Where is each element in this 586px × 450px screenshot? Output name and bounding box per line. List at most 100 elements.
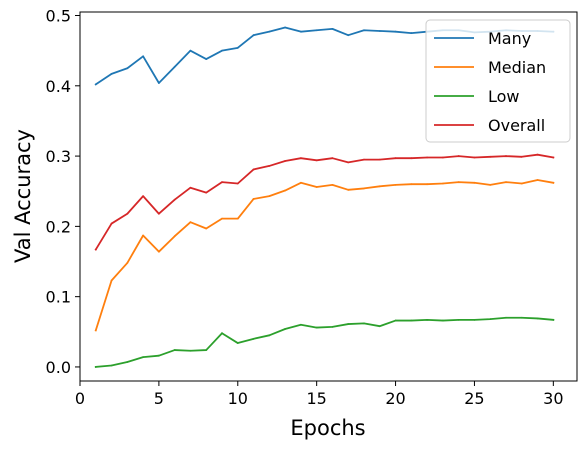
data-point-median <box>299 181 302 184</box>
data-point-overall <box>552 156 555 159</box>
legend-label-low: Low <box>488 87 520 106</box>
data-point-low <box>536 317 539 320</box>
x-tick-label: 15 <box>306 389 326 408</box>
y-axis-ticks: 0.0 0.1 0.2 0.3 0.4 0.5 <box>46 7 80 377</box>
data-point-many <box>126 67 129 70</box>
data-point-overall <box>252 168 255 171</box>
data-point-many <box>378 30 381 32</box>
series-line-overall <box>94 153 555 251</box>
legend-label-many: Many <box>488 29 531 48</box>
data-point-median <box>489 184 492 186</box>
data-point-overall <box>173 198 176 201</box>
data-point-low <box>347 323 350 325</box>
data-point-low <box>126 361 129 363</box>
data-point-overall <box>505 155 507 157</box>
y-tick-label: 0.1 <box>46 288 71 307</box>
data-point-median <box>189 221 192 224</box>
data-point-low <box>299 323 302 326</box>
data-point-median <box>347 188 350 191</box>
data-point-overall <box>94 248 97 251</box>
data-point-median <box>441 182 444 185</box>
legend-label-overall: Overall <box>488 116 545 135</box>
data-point-overall <box>347 161 350 164</box>
data-point-low <box>410 319 413 322</box>
data-point-overall <box>126 212 129 215</box>
data-point-many <box>284 26 287 29</box>
data-point-low <box>552 318 555 321</box>
plot-frame <box>79 11 578 382</box>
x-axis-label: Epochs <box>290 416 365 440</box>
data-point-overall <box>157 212 160 215</box>
x-tick-label: 20 <box>385 389 405 408</box>
data-point-overall <box>426 156 429 159</box>
data-point-overall <box>221 181 223 183</box>
series-line-median <box>94 179 555 332</box>
data-point-median <box>157 250 160 253</box>
data-point-low <box>236 342 239 344</box>
data-point-low <box>441 319 444 322</box>
data-point-many <box>94 83 97 86</box>
data-point-low <box>157 354 160 357</box>
legend-box <box>425 19 571 143</box>
data-point-median <box>268 195 271 198</box>
data-point-low <box>205 349 208 351</box>
legend-items: Many Median Low Overall <box>434 29 546 135</box>
data-point-median <box>94 329 97 332</box>
data-point-median <box>205 227 208 230</box>
data-point-many <box>315 29 318 32</box>
data-point-many <box>299 30 302 33</box>
x-tick-label: 25 <box>464 389 484 408</box>
data-point-median <box>252 198 255 200</box>
data-point-overall <box>378 158 381 161</box>
data-point-overall <box>110 222 113 225</box>
data-point-low <box>221 332 223 335</box>
data-point-median <box>394 184 397 186</box>
series-line-low <box>94 316 555 368</box>
data-point-low <box>473 318 476 321</box>
data-point-overall <box>473 156 476 159</box>
data-point-median <box>410 183 413 186</box>
data-point-median <box>221 217 223 220</box>
legend-label-median: Median <box>488 58 546 77</box>
data-point-median <box>331 184 334 186</box>
x-tick-label: 30 <box>543 389 563 408</box>
data-point-median <box>315 186 318 188</box>
data-point-low <box>363 322 365 325</box>
data-point-many <box>363 29 365 32</box>
data-point-median <box>173 235 176 238</box>
data-point-overall <box>441 156 444 159</box>
data-point-low <box>505 316 507 319</box>
y-tick-label: 0.4 <box>46 77 71 96</box>
data-point-overall <box>489 155 492 158</box>
data-point-overall <box>331 157 334 160</box>
x-tick-label: 0 <box>75 389 85 408</box>
y-tick-label: 0.0 <box>46 358 71 377</box>
x-axis-ticks: 0 5 10 15 20 25 30 <box>75 381 564 408</box>
data-point-many <box>268 30 271 33</box>
data-point-median <box>520 182 523 185</box>
data-point-median <box>284 189 287 192</box>
data-point-overall <box>236 182 239 185</box>
data-point-many <box>189 49 192 52</box>
data-point-low <box>457 318 460 321</box>
y-tick-label: 0.5 <box>46 7 71 26</box>
data-point-many <box>142 55 145 58</box>
data-point-low <box>252 337 255 340</box>
data-point-low <box>378 325 381 328</box>
data-point-median <box>236 217 239 220</box>
y-tick-label: 0.2 <box>46 217 71 236</box>
data-point-low <box>520 316 523 319</box>
data-point-low <box>142 356 145 359</box>
data-point-low <box>189 349 192 352</box>
data-point-overall <box>268 165 271 167</box>
data-point-low <box>268 334 271 337</box>
data-point-many <box>252 34 255 37</box>
data-point-low <box>315 326 318 329</box>
x-tick-label: 10 <box>228 389 248 408</box>
data-point-many <box>331 27 334 30</box>
data-point-many <box>410 32 413 34</box>
data-point-overall <box>189 186 192 189</box>
data-point-overall <box>410 157 413 160</box>
data-point-low <box>94 366 97 368</box>
data-point-median <box>142 234 145 237</box>
